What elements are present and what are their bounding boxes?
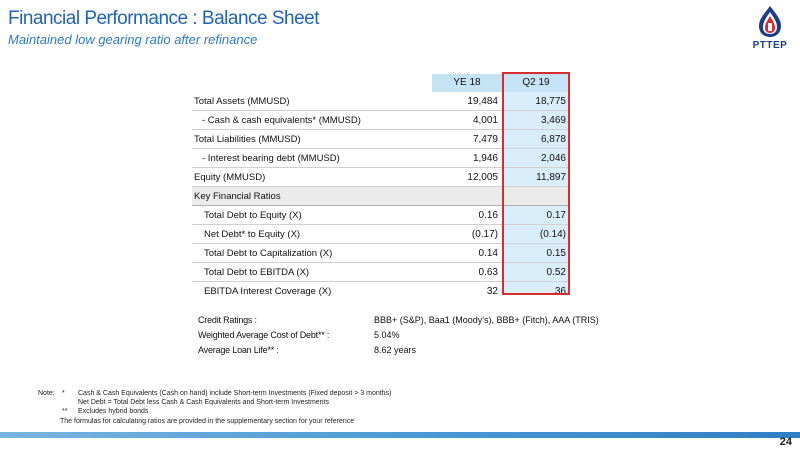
note-text: Cash & Cash Equivalents (Cash on hand) i… bbox=[78, 390, 392, 397]
table-row: - Interest bearing debt (MMUSD) 1,946 2,… bbox=[192, 149, 570, 168]
cell-ye18: 0.16 bbox=[478, 210, 498, 221]
section-title: Key Financial Ratios bbox=[194, 191, 281, 202]
table-row: Net Debt* to Equity (X) (0.17) (0.14) bbox=[192, 225, 570, 244]
table-row: Total Debt to Equity (X) 0.16 0.17 bbox=[192, 206, 570, 225]
info-value: 8.62 years bbox=[374, 345, 417, 355]
table-row: Equity (MMUSD) 12,005 11,897 bbox=[192, 168, 570, 187]
row-label: EBITDA Interest Coverage (X) bbox=[204, 286, 332, 297]
footer-bar bbox=[0, 432, 800, 438]
page-title: Financial Performance : Balance Sheet bbox=[8, 8, 320, 29]
page-number: 24 bbox=[779, 436, 792, 448]
page-subtitle: Maintained low gearing ratio after refin… bbox=[8, 32, 258, 47]
cell-ye18: 32 bbox=[486, 286, 498, 297]
cell-q219: 0.15 bbox=[546, 248, 566, 259]
column-header-q219: Q2 19 bbox=[502, 74, 570, 92]
note-prefix: Note: bbox=[38, 390, 55, 397]
cell-ye18: (0.17) bbox=[471, 229, 498, 240]
cell-ye18: 4,001 bbox=[472, 115, 498, 126]
row-label: Equity (MMUSD) bbox=[194, 172, 266, 183]
cell-q219: 36 bbox=[554, 286, 566, 297]
info-value: BBB+ (S&P), Baa1 (Moody's), BBB+ (Fitch)… bbox=[374, 315, 599, 325]
info-key: Average Loan Life** : bbox=[198, 345, 279, 355]
cell-q219: 0.17 bbox=[546, 210, 566, 221]
note-text: Net Debt = Total Debt less Cash & Cash E… bbox=[78, 399, 330, 406]
table-header: YE 18 Q2 19 bbox=[432, 74, 570, 92]
table-row: Total Assets (MMUSD) 19,484 18,775 bbox=[192, 92, 570, 111]
q2-column-outline bbox=[502, 72, 570, 295]
row-label: Total Debt to EBITDA (X) bbox=[204, 267, 310, 278]
note-footer-text: The formulas for calculating ratios are … bbox=[60, 418, 355, 425]
note-mark: * bbox=[62, 390, 65, 397]
cell-q219: 2,046 bbox=[540, 153, 566, 164]
info-value: 5.04% bbox=[374, 330, 400, 340]
cell-q219: 0.52 bbox=[546, 267, 566, 278]
row-label: - Cash & cash equivalents* (MMUSD) bbox=[202, 115, 361, 126]
cell-q219: 6,878 bbox=[540, 134, 566, 145]
cell-ye18: 12,005 bbox=[467, 172, 498, 183]
cell-ye18: 19,484 bbox=[467, 96, 498, 107]
note-mark: ** bbox=[62, 408, 68, 415]
table-row: Total Debt to EBITDA (X) 0.63 0.52 bbox=[192, 263, 570, 282]
row-label: Total Liabilities (MMUSD) bbox=[194, 134, 301, 145]
cell-q219: (0.14) bbox=[539, 229, 566, 240]
row-label: Net Debt* to Equity (X) bbox=[204, 229, 301, 240]
row-label: - Interest bearing debt (MMUSD) bbox=[202, 153, 340, 164]
table-row: Total Debt to Capitalization (X) 0.14 0.… bbox=[192, 244, 570, 263]
cell-ye18: 7,479 bbox=[472, 134, 498, 145]
cell-ye18: 0.63 bbox=[478, 267, 498, 278]
info-key: Weighted Average Cost of Debt** : bbox=[198, 330, 330, 340]
row-label: Total Debt to Capitalization (X) bbox=[204, 248, 333, 259]
row-label: Total Assets (MMUSD) bbox=[194, 96, 290, 107]
section-header-key-ratios: Key Financial Ratios bbox=[192, 187, 570, 206]
cell-q219: 3,469 bbox=[540, 115, 566, 126]
info-key: Credit Ratings : bbox=[198, 315, 257, 325]
column-header-ye18: YE 18 bbox=[432, 74, 502, 92]
table-row: EBITDA Interest Coverage (X) 32 36 bbox=[192, 282, 570, 301]
cell-ye18: 1,946 bbox=[472, 153, 498, 164]
cell-ye18: 0.14 bbox=[478, 248, 498, 259]
pttep-logo bbox=[759, 6, 781, 37]
logo-text: PTTEP bbox=[752, 40, 788, 51]
cell-q219: 11,897 bbox=[536, 172, 566, 183]
row-label: Total Debt to Equity (X) bbox=[204, 210, 302, 221]
cell-q219: 18,775 bbox=[535, 96, 566, 107]
table-row: - Cash & cash equivalents* (MMUSD) 4,001… bbox=[192, 111, 570, 130]
table-row: Total Liabilities (MMUSD) 7,479 6,878 bbox=[192, 130, 570, 149]
note-text: Excludes hybrid bonds bbox=[78, 408, 149, 415]
